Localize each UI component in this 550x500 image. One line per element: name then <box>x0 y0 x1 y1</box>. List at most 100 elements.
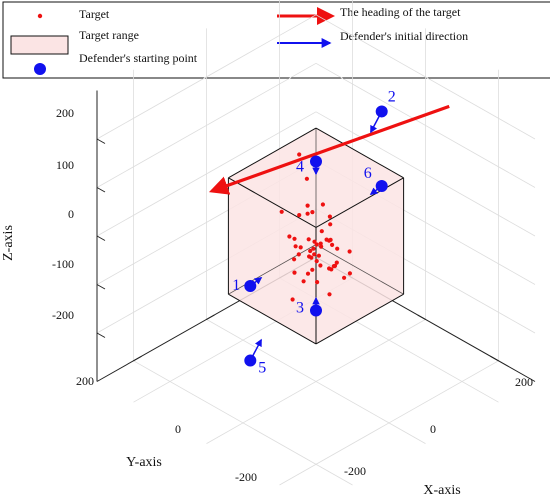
target-heading-arrow <box>208 104 450 195</box>
target-point <box>307 254 312 259</box>
target-point <box>297 152 302 157</box>
legend-target-label: Target <box>79 7 110 21</box>
z-tick-label: -200 <box>52 308 74 322</box>
defender-start-point <box>310 155 322 168</box>
defender-start-point <box>244 354 257 367</box>
target-point <box>335 246 340 251</box>
z-tick-label: 100 <box>56 158 74 172</box>
target-range-edge <box>228 177 317 228</box>
grid-line <box>96 62 317 188</box>
z-tick-mark <box>96 332 106 338</box>
legend-target-marker <box>37 13 43 19</box>
target-point <box>331 264 336 269</box>
target-point <box>314 259 319 264</box>
target-range-edge <box>228 293 317 345</box>
x-tick-mark <box>417 314 426 320</box>
z-tick-mark <box>96 187 106 193</box>
x-tick-label: -200 <box>344 464 366 478</box>
target-range-edge <box>315 244 404 295</box>
y-axis: 200 0 -200 Y-axis <box>76 374 257 484</box>
z-axis: 200 100 0 -100 -200 Z-axis <box>1 106 74 322</box>
target-point <box>318 263 323 268</box>
y-tick-label: 200 <box>76 374 94 388</box>
defender-start-point <box>310 304 322 317</box>
grid-line <box>315 111 536 237</box>
y-tick-mark <box>133 355 142 362</box>
target-point <box>298 245 303 250</box>
target-point <box>287 234 292 239</box>
y-tick-mark <box>206 314 215 320</box>
defender-label: 2 <box>388 88 396 105</box>
legend-direction-label: Defender's initial direction <box>340 29 468 43</box>
grid-line <box>96 111 317 237</box>
target-point <box>310 210 315 215</box>
grid-line <box>315 14 536 140</box>
target-point <box>290 297 295 302</box>
defender-start-point <box>244 280 257 293</box>
defender-start-point <box>375 105 388 118</box>
target-point <box>327 292 332 297</box>
defender-label: 1 <box>232 277 240 294</box>
z-tick-mark <box>96 138 106 144</box>
target-point <box>305 203 310 208</box>
defender-label: 4 <box>296 158 304 175</box>
target-point <box>324 237 329 242</box>
x-tick-label: 0 <box>430 422 436 436</box>
target-point <box>293 244 298 249</box>
defender-start-point <box>375 179 388 192</box>
target-point <box>328 222 333 227</box>
legend-defender-label: Defender's starting point <box>79 51 198 65</box>
y-tick-label: -200 <box>235 470 257 484</box>
target-point <box>304 176 309 181</box>
legend: Target Target range Defender's starting … <box>2 1 550 79</box>
z-tick-label: 0 <box>68 207 74 221</box>
target-point <box>319 229 324 234</box>
x-tick-label: 200 <box>515 375 533 389</box>
target-point <box>318 241 323 246</box>
target-point <box>310 267 315 272</box>
target-point <box>296 252 301 257</box>
target-point <box>305 211 310 216</box>
target-range-edge <box>315 177 404 228</box>
target-point <box>327 214 332 219</box>
legend-heading-label: The heading of the target <box>340 5 461 19</box>
target-range-edge <box>315 293 404 345</box>
target-point <box>279 209 284 214</box>
legend-defender-marker <box>34 63 46 75</box>
legend-range-label: Target range <box>79 28 139 42</box>
target-point <box>311 246 316 251</box>
target-point <box>334 260 339 265</box>
defender-label: 3 <box>296 300 304 317</box>
target-point <box>315 280 320 285</box>
target-point <box>347 271 352 276</box>
legend-box <box>2 1 550 79</box>
grid-line <box>133 360 353 486</box>
x-axis: -200 0 200 X-axis <box>344 375 533 498</box>
target-point <box>306 237 311 242</box>
y-axis-label: Y-axis <box>126 455 162 470</box>
z-axis-label: Z-axis <box>1 225 16 261</box>
target-point <box>347 249 352 254</box>
target-range-edge <box>315 127 404 179</box>
target-point <box>327 266 332 271</box>
target-point <box>342 275 347 280</box>
target-point <box>320 202 325 207</box>
target-point <box>292 236 297 241</box>
target-point <box>312 252 317 257</box>
target-point <box>330 242 335 247</box>
target-point <box>316 253 321 258</box>
target-point <box>328 237 333 242</box>
x-axis-label: X-axis <box>423 483 460 498</box>
plot-area: 1 2 3 4 5 6 <box>96 0 536 486</box>
target-range-edge <box>228 127 317 179</box>
target-point <box>292 257 297 262</box>
x-tick-mark <box>490 355 499 362</box>
z-tick-mark <box>96 235 106 241</box>
grid-line <box>315 62 536 188</box>
target-point <box>314 242 319 247</box>
defender-label: 6 <box>364 165 372 182</box>
z-tick-label: 200 <box>56 106 74 120</box>
target-point <box>305 271 311 276</box>
grid-line <box>96 14 317 140</box>
